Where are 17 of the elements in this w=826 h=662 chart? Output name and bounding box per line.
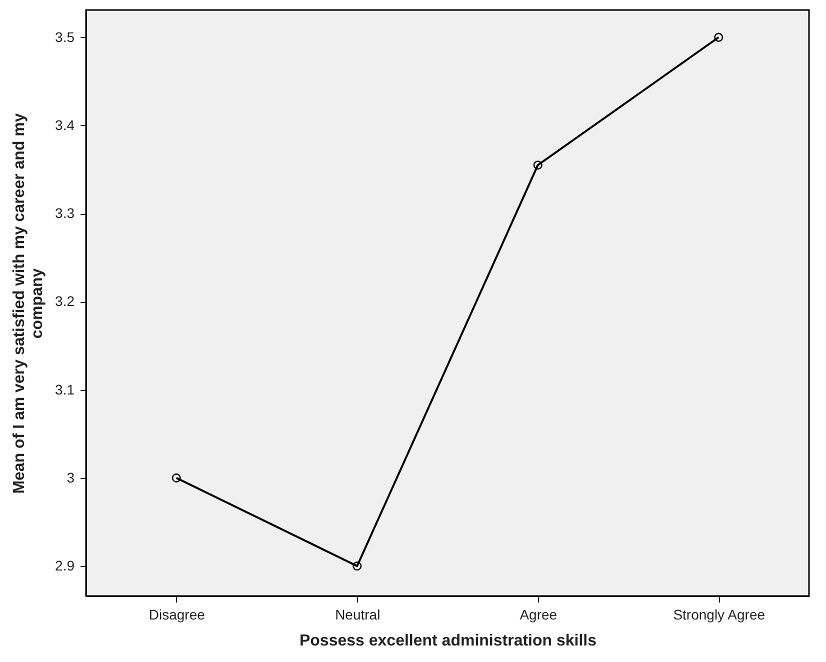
point (352, 562, 362, 571)
point (714, 32, 724, 42)
y-tick-label: 3 (66, 469, 75, 486)
x-tick-label: Neutral (335, 606, 380, 622)
y-tick-label: 3.3 (55, 205, 75, 222)
y-tick-label: 3.5 (55, 28, 75, 45)
x-tick-label: Agree (520, 606, 558, 622)
point (533, 160, 542, 170)
y-tick-label: 3.4 (55, 116, 75, 133)
y-tick-label: 3.1 (55, 381, 75, 398)
x-tick-label: Strongly Agree (673, 606, 766, 622)
x-axis-title: Possess excellent administration skills (299, 632, 597, 650)
y-axis-title: Mean of I am very satisfied with my career and my company (11, 113, 46, 494)
y-tick-label: 2.9 (55, 558, 75, 574)
point (172, 473, 181, 482)
x-tick-label: Disagree (148, 606, 206, 622)
y-tick-label: 3.2 (55, 293, 75, 310)
